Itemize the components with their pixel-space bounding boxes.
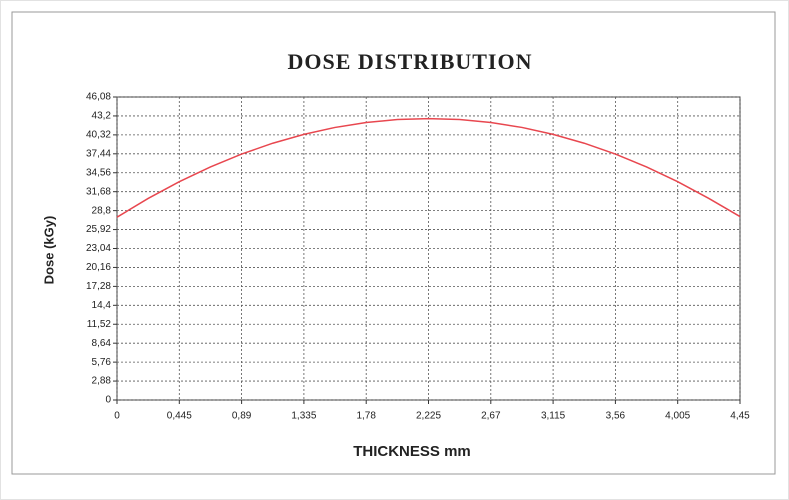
y-tick-label: 2,88 <box>92 376 112 387</box>
x-tick-label: 1,335 <box>291 411 316 422</box>
y-tick-label: 34,56 <box>86 167 111 178</box>
y-axis-label: Dose (kGy) <box>41 216 56 285</box>
data-line <box>116 117 741 218</box>
y-tick-label: 31,68 <box>86 186 111 197</box>
y-tick-label: 11,52 <box>87 319 112 330</box>
chart-title: DOSE DISTRIBUTION <box>287 49 532 74</box>
y-tick-label: 8,64 <box>92 338 112 349</box>
y-tick-label: 14,4 <box>92 300 112 311</box>
y-tick-label: 40,32 <box>86 130 111 141</box>
x-tick-label: 2,67 <box>481 411 501 422</box>
y-tick-label: 46,08 <box>86 92 111 103</box>
y-tick-label: 28,8 <box>92 205 112 216</box>
y-tick-label: 0 <box>105 395 111 406</box>
y-tick-label: 37,44 <box>86 148 111 159</box>
x-tick-label: 0 <box>114 411 120 422</box>
x-tick-label: 3,115 <box>541 411 566 422</box>
y-tick-label: 17,28 <box>86 281 111 292</box>
x-axis-label: THICKNESS mm <box>353 443 471 460</box>
y-tick-label: 23,04 <box>86 243 111 254</box>
x-tick-label: 4,45 <box>730 411 750 422</box>
y-tick-label: 43,2 <box>92 111 112 122</box>
x-tick-label: 2,225 <box>416 411 441 422</box>
x-tick-label: 0,445 <box>167 411 192 422</box>
y-tick-label: 20,16 <box>86 262 111 273</box>
x-tick-label: 0,89 <box>232 411 252 422</box>
x-tick-label: 4,005 <box>665 411 690 422</box>
y-tick-label: 25,92 <box>86 224 111 235</box>
x-tick-label: 3,56 <box>606 411 626 422</box>
x-tick-label: 1,78 <box>356 411 376 422</box>
y-tick-label: 5,76 <box>92 357 112 368</box>
